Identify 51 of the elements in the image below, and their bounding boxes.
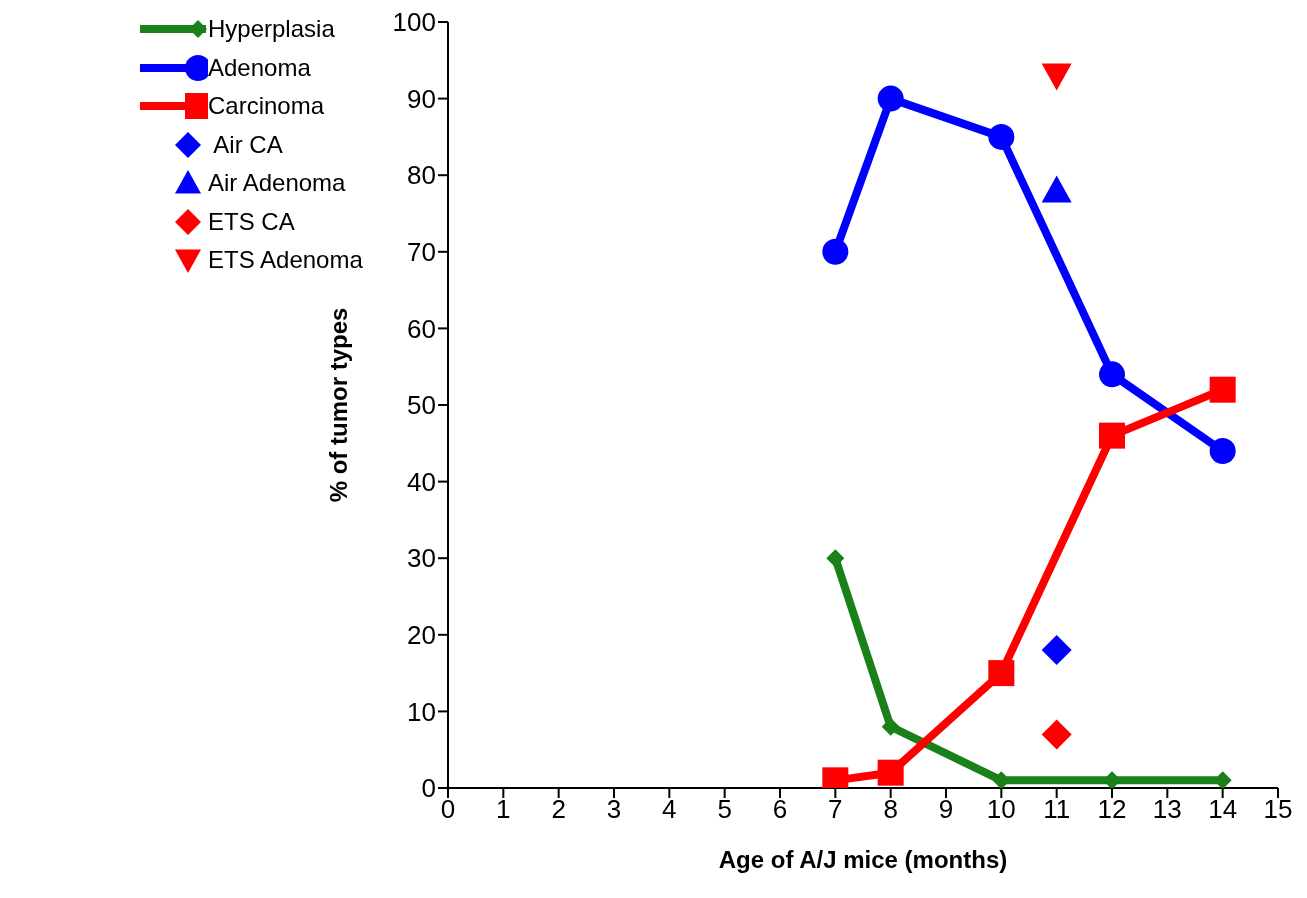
y-tick-label: 100 <box>392 7 436 38</box>
point <box>1099 361 1125 388</box>
point <box>1209 437 1236 464</box>
x-tick-label: 1 <box>496 794 511 825</box>
point <box>877 85 904 112</box>
y-tick-label: 80 <box>407 160 436 191</box>
point <box>1209 376 1236 403</box>
y-tick-label: 0 <box>421 773 436 804</box>
x-tick-label: 8 <box>883 794 898 825</box>
y-tick-label: 90 <box>407 83 436 114</box>
legend-label: Carcinoma <box>208 91 325 121</box>
point <box>1099 422 1125 449</box>
point <box>1041 63 1072 91</box>
x-tick-label: 10 <box>986 794 1016 825</box>
y-tick-label: 70 <box>407 237 436 268</box>
y-axis-title: % of tumor types <box>324 307 352 503</box>
point <box>826 549 845 568</box>
y-tick-label: 60 <box>407 313 436 344</box>
point <box>1041 635 1072 666</box>
y-tick-label: 20 <box>407 620 436 651</box>
point <box>881 717 900 736</box>
x-tick-label: 11 <box>1043 794 1071 825</box>
x-tick-label: 12 <box>1097 794 1127 825</box>
x-tick-label: 3 <box>606 794 622 825</box>
y-tick-label: 10 <box>407 696 436 727</box>
x-tick-label: 9 <box>938 794 954 825</box>
x-tick-label: 2 <box>551 794 566 825</box>
point <box>877 759 904 786</box>
legend-label: ETS Adenoma <box>208 245 363 275</box>
legend-label: Hyperplasia <box>208 14 335 44</box>
point <box>988 123 1015 150</box>
y-tick-label: 50 <box>407 390 436 421</box>
x-tick-label: 7 <box>828 794 843 825</box>
x-tick-label: 15 <box>1263 794 1293 825</box>
x-axis-title: Age of A/J mice (months) <box>718 846 1008 873</box>
x-tick-label: 13 <box>1152 794 1182 825</box>
point <box>822 238 849 265</box>
legend-label: Air Adenoma <box>208 168 346 198</box>
point <box>988 660 1015 687</box>
x-tick-label: 6 <box>772 794 788 825</box>
y-tick-label: 30 <box>407 543 436 574</box>
x-tick-label: 4 <box>662 794 677 825</box>
legend-label: Air CA <box>212 129 283 160</box>
y-tick-label: 40 <box>407 466 436 497</box>
x-tick-label: 5 <box>717 794 732 825</box>
x-tick-label: 14 <box>1208 794 1238 825</box>
x-tick-label: 0 <box>440 794 456 825</box>
legend-label: Adenoma <box>208 52 311 83</box>
point <box>1041 175 1072 203</box>
point <box>1041 719 1072 750</box>
legend-label: ETS CA <box>208 206 295 237</box>
